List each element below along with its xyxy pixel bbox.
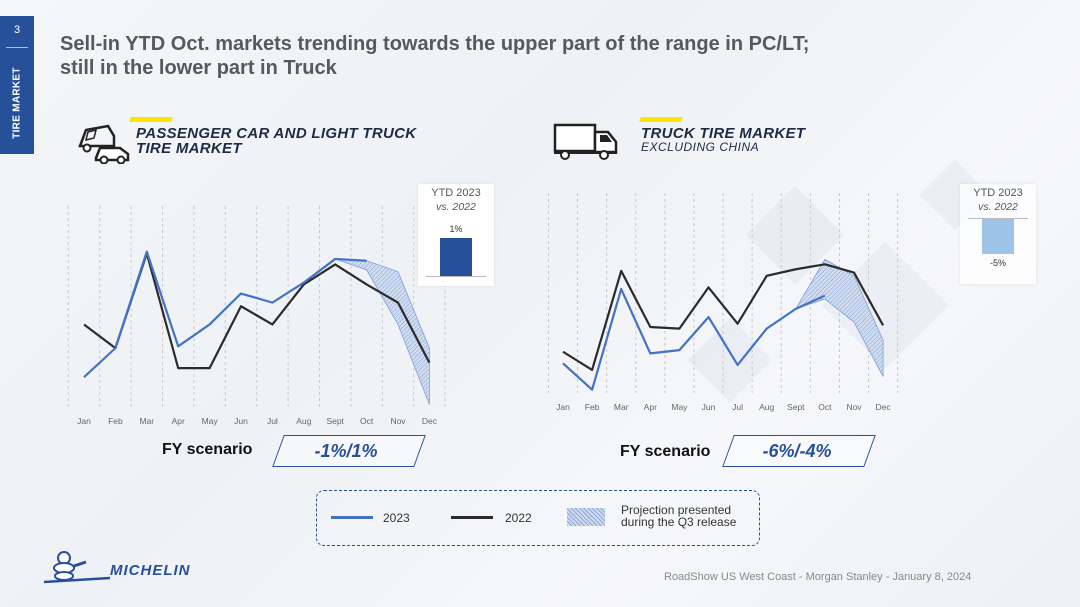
pc-ytd-bar <box>440 238 472 276</box>
series-line-2023 <box>562 287 826 391</box>
series-line-2022 <box>562 263 885 371</box>
pc-ytd-box: YTD 2023 vs. 2022 1% <box>418 184 494 286</box>
truck-ytd-bar <box>982 219 1014 254</box>
x-tick-label: May <box>202 416 219 426</box>
pc-title-line1: PASSENGER CAR AND LIGHT TRUCK <box>136 125 417 142</box>
x-tick-label: Sept <box>326 416 344 426</box>
x-tick-label: Dec <box>876 402 892 412</box>
x-tick-label: Oct <box>360 416 374 426</box>
x-tick-label: Apr <box>644 402 657 412</box>
pc-line-chart: Jan Feb Mar Apr May Jun Jul Aug Sept Oct Nov Dec <box>67 206 446 426</box>
x-tick-label: Apr <box>172 416 185 426</box>
truck-fy-label: FY scenario <box>620 443 711 460</box>
x-tick-label: Dec <box>422 416 438 426</box>
x-tick-label: Nov <box>390 416 406 426</box>
page-number: 3 <box>13 24 21 36</box>
x-tick-label: May <box>671 402 688 412</box>
legend-projection-line1: Projection presented <box>621 503 732 517</box>
truck-market-title: TRUCK TIRE MARKET <box>641 125 806 142</box>
section-tab <box>0 16 34 154</box>
michelin-logo-text: MICHELIN <box>110 562 191 579</box>
pc-fy-value: -1%/1% <box>314 441 378 461</box>
pc-ytd-subtitle: vs. 2022 <box>436 201 476 213</box>
x-tick-label: Sept <box>787 402 805 412</box>
x-tick-label: Jan <box>77 416 91 426</box>
page-title-line2: still in the lower part in Truck <box>60 57 337 79</box>
x-tick-label: Jun <box>234 416 248 426</box>
series-line-2023 <box>83 250 367 379</box>
legend-2023-label: 2023 <box>383 511 410 525</box>
projection-band <box>794 258 884 377</box>
pc-fy-label: FY scenario <box>162 441 253 458</box>
x-tick-label: Oct <box>818 402 832 412</box>
bibendum-icon <box>43 551 111 584</box>
x-tick-label: Feb <box>108 416 123 426</box>
truck-ytd-baseline <box>968 218 1028 219</box>
truck-ytd-label: -5% <box>989 258 1006 268</box>
legend-projection-swatch <box>567 508 605 526</box>
chart-legend: 2023 2022 Projection presented during th… <box>316 490 760 546</box>
x-tick-label: Jun <box>702 402 716 412</box>
truck-ytd-title: YTD 2023 <box>973 187 1023 199</box>
x-tick-label: Jan <box>556 402 570 412</box>
car-and-van-icon <box>78 124 130 164</box>
page-title: Sell-in YTD Oct. markets trending toward… <box>60 32 960 80</box>
legend-2022-label: 2022 <box>505 511 532 525</box>
pc-title-line2: TIRE MARKET <box>136 140 242 157</box>
section-divider <box>6 47 28 48</box>
x-tick-label: Jul <box>267 416 278 426</box>
x-tick-label: Feb <box>585 402 600 412</box>
pc-ytd-baseline <box>426 276 486 277</box>
truck-fy-value: -6%/-4% <box>762 441 832 461</box>
truck-ytd-box: YTD 2023 vs. 2022 -5% <box>960 184 1036 284</box>
pc-ytd-title: YTD 2023 <box>431 187 481 199</box>
projection-band <box>335 258 430 405</box>
x-tick-label: Aug <box>296 416 311 426</box>
truck-market-subtitle: EXCLUDING CHINA <box>641 140 760 154</box>
x-tick-label: Aug <box>759 402 774 412</box>
x-tick-label: Nov <box>846 402 862 412</box>
truck-ytd-subtitle: vs. 2022 <box>978 201 1018 213</box>
footer-text: RoadShow US West Coast - Morgan Stanley … <box>664 571 972 583</box>
x-tick-label: Jul <box>732 402 743 412</box>
pc-ytd-label: 1% <box>449 224 463 234</box>
truck-line-chart: Jan Feb Mar Apr May Jun Jul Aug Sept Oct Nov Dec <box>547 193 899 412</box>
truck-icon <box>553 123 618 160</box>
pc-market-title: PASSENGER CAR AND LIGHT TRUCK TIRE MARKE… <box>136 126 416 156</box>
page-title-line1: Sell-in YTD Oct. markets trending toward… <box>60 33 810 55</box>
legend-2023-line <box>331 516 373 519</box>
x-tick-label: Mar <box>139 416 154 426</box>
x-tick-label: Mar <box>614 402 629 412</box>
legend-projection-label: Projection presented during the Q3 relea… <box>621 504 736 528</box>
legend-2022-line <box>451 516 493 519</box>
legend-projection-line2: during the Q3 release <box>621 515 737 529</box>
